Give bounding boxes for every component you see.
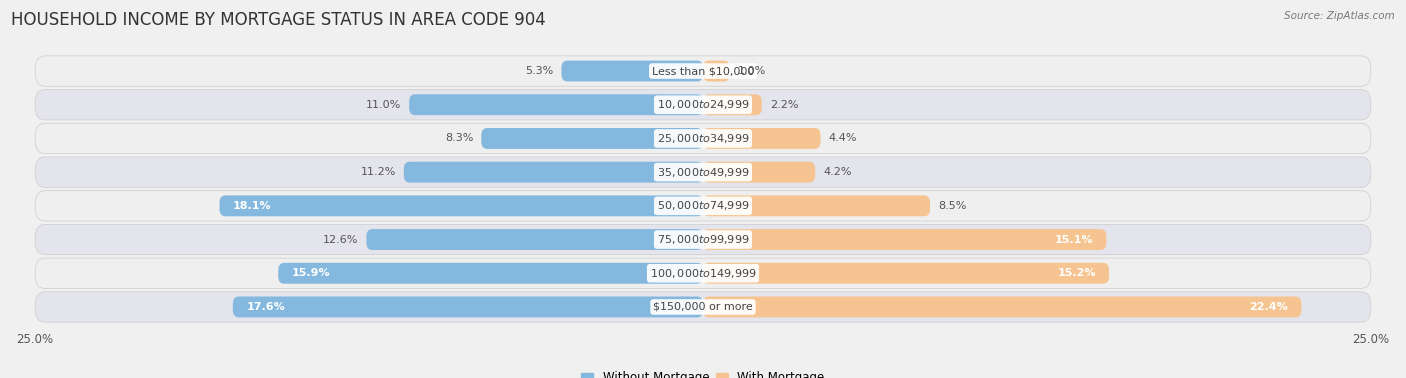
Text: 5.3%: 5.3% (526, 66, 554, 76)
FancyBboxPatch shape (219, 195, 703, 216)
FancyBboxPatch shape (561, 60, 703, 82)
Text: 8.3%: 8.3% (444, 133, 474, 143)
Text: Source: ZipAtlas.com: Source: ZipAtlas.com (1284, 11, 1395, 21)
FancyBboxPatch shape (35, 157, 1371, 187)
Text: 18.1%: 18.1% (233, 201, 271, 211)
Text: 12.6%: 12.6% (323, 235, 359, 245)
Text: $100,000 to $149,999: $100,000 to $149,999 (650, 267, 756, 280)
Text: 4.2%: 4.2% (823, 167, 852, 177)
FancyBboxPatch shape (703, 94, 762, 115)
Text: 4.4%: 4.4% (828, 133, 858, 143)
Text: 22.4%: 22.4% (1250, 302, 1288, 312)
FancyBboxPatch shape (35, 191, 1371, 221)
Text: 15.2%: 15.2% (1057, 268, 1095, 278)
FancyBboxPatch shape (481, 128, 703, 149)
Text: $75,000 to $99,999: $75,000 to $99,999 (657, 233, 749, 246)
FancyBboxPatch shape (35, 258, 1371, 288)
FancyBboxPatch shape (35, 225, 1371, 255)
FancyBboxPatch shape (703, 60, 730, 82)
FancyBboxPatch shape (703, 229, 1107, 250)
Text: 11.0%: 11.0% (366, 100, 401, 110)
Text: $150,000 or more: $150,000 or more (654, 302, 752, 312)
Text: $50,000 to $74,999: $50,000 to $74,999 (657, 199, 749, 212)
FancyBboxPatch shape (35, 123, 1371, 153)
Text: 8.5%: 8.5% (938, 201, 966, 211)
FancyBboxPatch shape (278, 263, 703, 284)
Text: 17.6%: 17.6% (246, 302, 285, 312)
FancyBboxPatch shape (367, 229, 703, 250)
FancyBboxPatch shape (703, 195, 931, 216)
FancyBboxPatch shape (35, 56, 1371, 86)
Text: $25,000 to $34,999: $25,000 to $34,999 (657, 132, 749, 145)
FancyBboxPatch shape (404, 162, 703, 183)
Text: $35,000 to $49,999: $35,000 to $49,999 (657, 166, 749, 179)
FancyBboxPatch shape (35, 90, 1371, 120)
Text: 15.9%: 15.9% (291, 268, 330, 278)
Text: $10,000 to $24,999: $10,000 to $24,999 (657, 98, 749, 111)
Text: 1.0%: 1.0% (738, 66, 766, 76)
FancyBboxPatch shape (703, 296, 1302, 318)
FancyBboxPatch shape (233, 296, 703, 318)
FancyBboxPatch shape (409, 94, 703, 115)
FancyBboxPatch shape (703, 263, 1109, 284)
FancyBboxPatch shape (703, 162, 815, 183)
Text: HOUSEHOLD INCOME BY MORTGAGE STATUS IN AREA CODE 904: HOUSEHOLD INCOME BY MORTGAGE STATUS IN A… (11, 11, 546, 29)
Text: Less than $10,000: Less than $10,000 (652, 66, 754, 76)
Text: 11.2%: 11.2% (360, 167, 395, 177)
Text: 15.1%: 15.1% (1054, 235, 1092, 245)
FancyBboxPatch shape (35, 292, 1371, 322)
FancyBboxPatch shape (703, 128, 821, 149)
Text: 2.2%: 2.2% (769, 100, 799, 110)
Legend: Without Mortgage, With Mortgage: Without Mortgage, With Mortgage (581, 372, 825, 378)
